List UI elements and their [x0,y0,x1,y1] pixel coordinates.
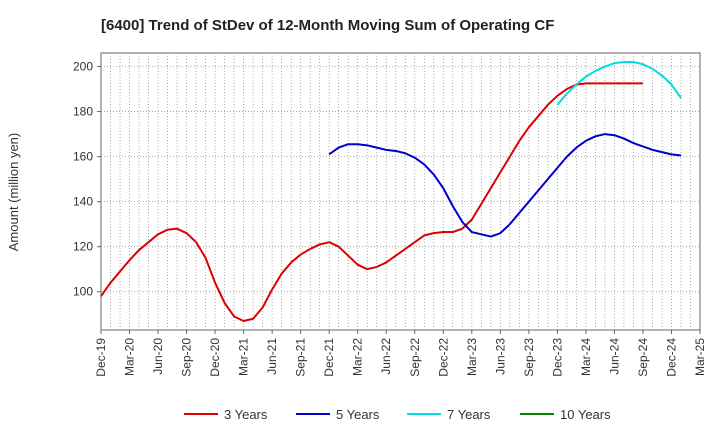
legend: 3 Years 5 Years 7 Years 10 Years [184,407,611,422]
x-tick-label: Dec-21 [322,338,336,377]
x-tick-label: Jun-21 [265,338,279,375]
series-line-7-years [556,61,682,106]
series-line-3-years [100,82,643,322]
x-tick-label: Jun-23 [493,338,507,375]
x-tick-label: Dec-20 [208,338,222,377]
x-tick-label: Sep-24 [636,338,650,377]
y-axis-label: Amount (million yen) [6,133,21,252]
y-tick-label: 100 [73,285,93,299]
x-tick-label: Jun-24 [607,338,621,375]
plot-area: 100 120 140 160 180 200 Dec-19 Mar-20 Jun-20 Sep-… [73,52,707,377]
x-tick-label: Dec-24 [664,338,678,377]
x-tick-label: Mar-22 [351,338,365,376]
x-tick-label: Mar-20 [123,338,137,376]
x-tick-label: Sep-20 [180,338,194,377]
x-tick-label: Mar-24 [579,338,593,376]
y-tick-label: 140 [73,195,93,209]
y-tick-label: 200 [73,60,93,74]
y-tick-label: 180 [73,105,93,119]
series-line-5-years [328,133,682,238]
x-tick-label: Dec-22 [436,338,450,377]
y-tick-label: 120 [73,240,93,254]
legend-label: 7 Years [447,407,491,422]
x-tick-label: Mar-25 [693,338,707,376]
x-tick-label: Mar-23 [465,338,479,376]
x-tick-label: Jun-20 [151,338,165,375]
x-tick-label: Sep-22 [408,338,422,377]
x-tick-label: Sep-21 [294,338,308,377]
x-tick-label: Mar-21 [237,338,251,376]
legend-label: 10 Years [560,407,611,422]
legend-label: 5 Years [336,407,380,422]
x-tick-label: Jun-22 [379,338,393,375]
chart-title: [6400] Trend of StDev of 12-Month Moving… [101,17,554,34]
x-tick-label: Dec-23 [550,338,564,377]
x-tick-label: Dec-19 [94,338,108,377]
x-tick-label: Sep-23 [522,338,536,377]
plot-frame [100,52,701,331]
legend-label: 3 Years [224,407,268,422]
y-tick-label: 160 [73,150,93,164]
